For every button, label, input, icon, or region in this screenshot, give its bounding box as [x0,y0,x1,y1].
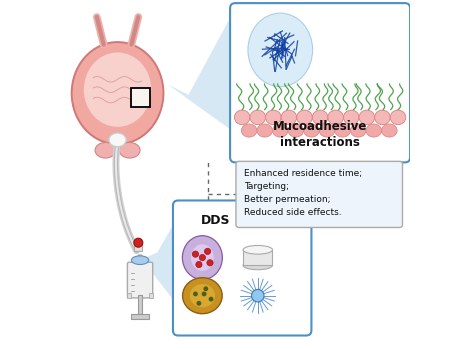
Circle shape [207,260,213,266]
Bar [138,295,142,315]
Ellipse shape [257,124,273,137]
Ellipse shape [335,124,350,137]
Ellipse shape [191,244,214,271]
Ellipse shape [250,110,265,125]
Ellipse shape [328,110,344,125]
Ellipse shape [304,124,319,137]
Ellipse shape [382,124,397,137]
FancyBboxPatch shape [128,262,153,298]
Polygon shape [137,255,143,263]
Circle shape [252,289,264,302]
Text: Mucoadhesive
interactions: Mucoadhesive interactions [273,120,367,149]
Ellipse shape [243,245,273,254]
Ellipse shape [344,110,359,125]
Circle shape [197,301,201,306]
Ellipse shape [390,110,406,125]
Bar [131,88,150,107]
Ellipse shape [119,142,140,158]
Ellipse shape [72,42,164,144]
Ellipse shape [319,124,335,137]
Ellipse shape [359,110,374,125]
FancyBboxPatch shape [236,161,402,228]
Text: DDS: DDS [201,214,230,227]
Polygon shape [142,216,178,306]
Bar [111,135,124,150]
Ellipse shape [95,142,116,158]
Ellipse shape [84,52,151,127]
Circle shape [193,291,198,296]
Circle shape [203,286,208,291]
Circle shape [199,254,206,261]
Ellipse shape [297,110,312,125]
Ellipse shape [366,124,382,137]
Bar [243,250,273,265]
Ellipse shape [241,124,257,137]
Ellipse shape [243,261,273,270]
Ellipse shape [281,110,297,125]
Ellipse shape [248,13,313,87]
FancyBboxPatch shape [173,200,311,335]
Polygon shape [168,8,235,133]
Ellipse shape [288,124,304,137]
Circle shape [209,297,213,302]
Ellipse shape [182,278,222,314]
Ellipse shape [265,110,281,125]
Circle shape [134,238,143,247]
Ellipse shape [273,124,288,137]
Bar [127,294,131,298]
Circle shape [201,291,207,296]
Ellipse shape [235,110,250,125]
FancyBboxPatch shape [230,3,410,162]
Ellipse shape [374,110,390,125]
Text: Enhanced residence time;
Targeting;
Better permeation;
Reduced side effects.: Enhanced residence time; Targeting; Bett… [244,169,362,217]
Ellipse shape [350,124,366,137]
Ellipse shape [312,110,328,125]
Ellipse shape [182,236,222,280]
Bar [131,314,149,319]
Circle shape [196,261,202,268]
Ellipse shape [131,256,149,265]
Bar [134,243,143,251]
Circle shape [204,248,210,254]
Ellipse shape [109,133,126,147]
Bar [149,294,153,298]
Ellipse shape [190,284,215,307]
Circle shape [192,251,199,257]
